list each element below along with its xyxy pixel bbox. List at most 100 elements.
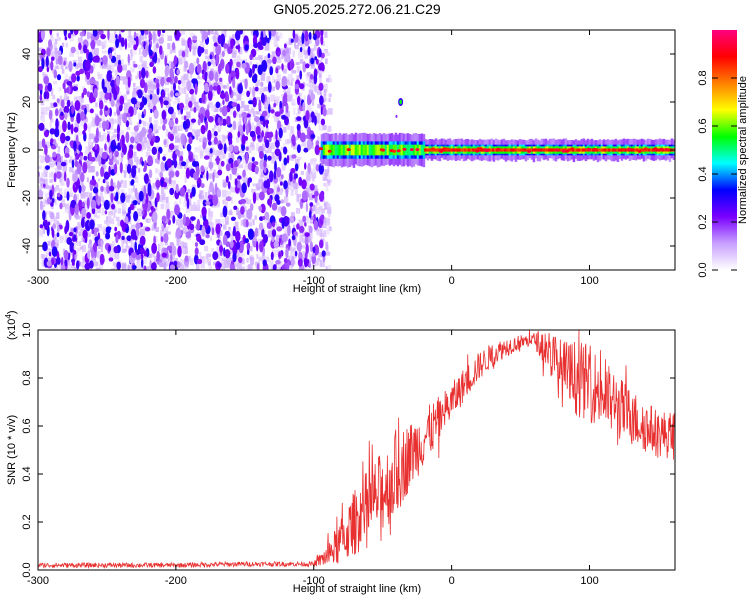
spectrogram-cell [212, 85, 218, 91]
spectrogram-cell [178, 85, 181, 90]
spectrogram-cell [318, 82, 324, 92]
spectrogram-cell [267, 193, 271, 198]
spectrogram-cell [207, 89, 213, 101]
spectrogram-cell [188, 97, 192, 101]
spectrogram-cell [56, 226, 60, 233]
spectrogram-cell [45, 248, 50, 256]
spectrogram-cell [87, 250, 91, 259]
spectrogram-cell [132, 185, 135, 192]
spectrogram-cell [200, 151, 203, 159]
spectrogram-cell [226, 147, 232, 152]
spectrogram-cell [212, 228, 218, 236]
spectrogram-cell [104, 210, 108, 215]
spectrogram-cell [327, 174, 331, 181]
spectrogram-cell [304, 251, 308, 259]
spectrogram-cell [49, 239, 53, 245]
spectrogram-cell [111, 246, 116, 252]
spectrogram-cell [76, 112, 81, 124]
spectrogram-cell [48, 39, 52, 48]
spectrogram-cell [95, 215, 100, 219]
spectrogram-cell [229, 262, 235, 270]
spectrogram-cell [431, 147, 435, 151]
spectrogram-cell [51, 251, 54, 259]
spectrogram-cell [194, 147, 199, 153]
spectrogram-cell [204, 147, 207, 153]
spectrogram-cell [604, 148, 607, 152]
spectrogram-cell [161, 193, 166, 201]
spectrogram-cell [315, 38, 320, 47]
spectrogram-cell [251, 156, 255, 162]
spectrogram-cell [278, 82, 283, 88]
spectrogram-cell [332, 144, 336, 156]
spectrogram-cell [132, 91, 137, 100]
spectrogram-cell [304, 162, 307, 170]
spectrogram-cell [206, 253, 212, 258]
spectrogram-cell [244, 104, 250, 112]
spectrogram-cell [66, 87, 70, 94]
spectrogram-cell [120, 59, 124, 65]
spectrogram-cell [38, 185, 42, 191]
spectrogram-cell [181, 50, 186, 58]
spectrogram-cell [182, 120, 188, 130]
spectrogram-cell [80, 45, 84, 54]
spectrogram-cell [79, 241, 82, 246]
spectrogram-cell [256, 62, 259, 66]
snr-y-tick-label: 1.0 [21, 322, 33, 337]
spectrogram-cell [91, 207, 96, 215]
spectrogram-cell [253, 161, 259, 166]
spectrogram-cell [200, 260, 205, 269]
spectrogram-cell [147, 133, 153, 139]
spectrogram-cell [44, 154, 51, 164]
spectrogram-cell [318, 48, 322, 58]
spectrogram-cell [275, 139, 280, 148]
spectrogram-cell [223, 143, 227, 155]
spectrogram-cell [237, 83, 243, 94]
spectrogram-cell [344, 144, 348, 156]
spectrogram-cell [208, 101, 213, 108]
spectrogram-x-tick-label: 0 [449, 275, 455, 287]
spectrogram-cell [80, 120, 85, 127]
figure-title: GN05.2025.272.06.21.C29 [273, 1, 441, 17]
spectrogram-cell [290, 38, 294, 43]
spectrogram-cell [284, 43, 287, 49]
spectrogram-cell [255, 45, 260, 52]
spectrogram-cell [69, 36, 74, 42]
spectrogram-cell [145, 70, 149, 79]
spectrogram-cell [298, 219, 303, 226]
spectrogram-cell [101, 78, 105, 90]
spectrogram-cell [117, 64, 123, 73]
spectrogram-cell [309, 219, 313, 224]
spectrogram-cell [88, 239, 93, 245]
spectrogram-cell [313, 220, 319, 231]
spectrogram-cell [320, 214, 325, 221]
spectrogram-y-tick-label: 40 [21, 48, 33, 60]
spectrogram-cell [278, 252, 282, 258]
spectrogram-cell [307, 216, 310, 224]
spectrogram-cell [162, 124, 166, 131]
spectrogram-cell [111, 136, 114, 140]
spectrogram-cell [99, 148, 103, 156]
spectrogram-cell [328, 108, 333, 115]
spectrogram-cell [47, 221, 51, 226]
spectrogram-cell [136, 237, 139, 245]
spectrogram-cell [264, 211, 270, 221]
spectrogram-cell [80, 246, 84, 250]
spectrogram-cell [215, 44, 222, 56]
spectrogram-cell [260, 30, 264, 42]
spectrogram-cell [257, 134, 261, 139]
spectrogram-cell [249, 203, 254, 212]
spectrogram-cell [140, 98, 144, 103]
spectrogram-cell [292, 30, 296, 40]
spectrogram-cell [40, 30, 46, 41]
spectrogram-cell [173, 100, 178, 105]
spectrogram-cell [86, 80, 91, 85]
spectrogram-cell [278, 55, 280, 60]
spectrogram-cell [236, 180, 241, 189]
spectrogram-cell [259, 174, 263, 180]
spectrogram-cell [77, 108, 82, 116]
spectrogram-cell [117, 220, 123, 227]
spectrogram-cell [159, 244, 163, 250]
spectrogram-cell [276, 186, 281, 193]
spectrogram-cell [287, 259, 290, 264]
